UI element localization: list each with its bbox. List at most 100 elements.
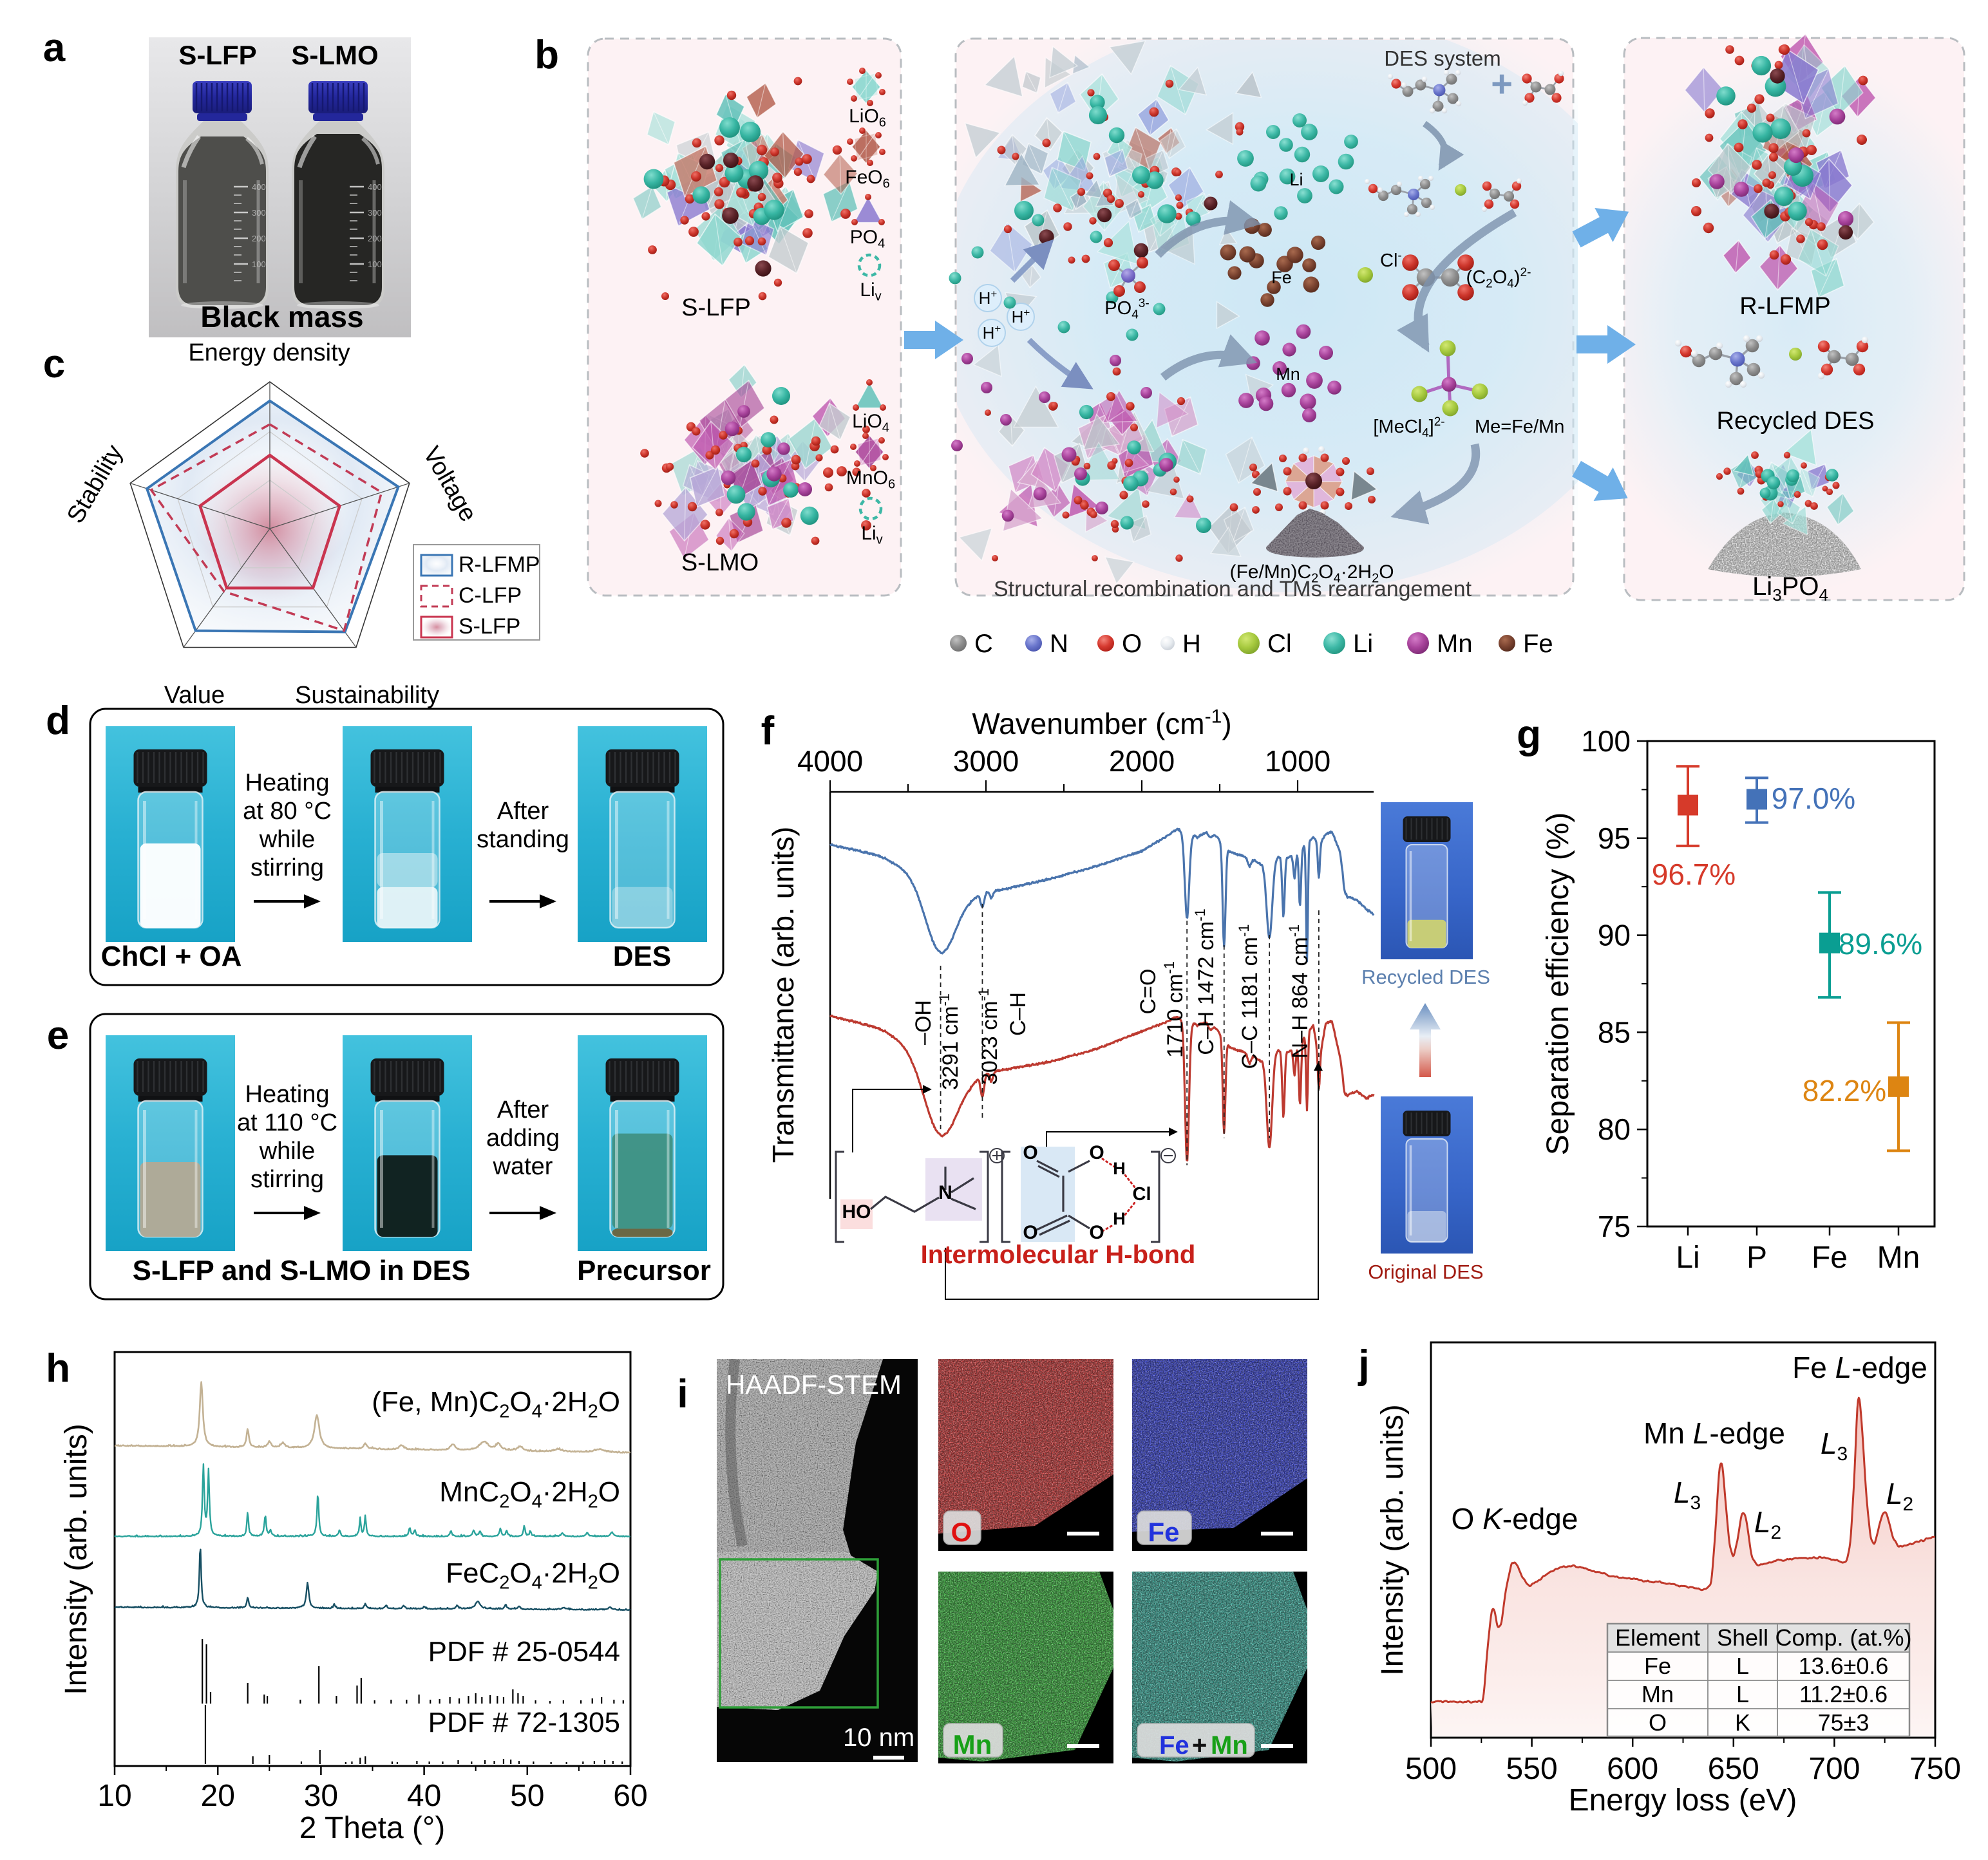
svg-text:Value: Value: [164, 682, 225, 709]
svg-text:96.7%: 96.7%: [1652, 858, 1736, 891]
svg-text:c: c: [43, 342, 65, 386]
svg-text:200: 200: [252, 234, 266, 243]
svg-text:90: 90: [1598, 919, 1631, 952]
svg-text:C–C 1181 cm-1: C–C 1181 cm-1: [1236, 925, 1262, 1069]
svg-text:550: 550: [1506, 1752, 1558, 1786]
svg-text:f: f: [761, 709, 775, 753]
svg-text:while: while: [259, 826, 316, 853]
svg-text:DES system: DES system: [1384, 46, 1501, 70]
svg-text:Structural recombination and T: Structural recombination and TMs rearran…: [994, 577, 1472, 601]
svg-text:Separation efficiency (%): Separation efficiency (%): [1541, 813, 1575, 1156]
svg-text:95: 95: [1598, 822, 1631, 855]
svg-text:Li: Li: [1289, 170, 1303, 189]
svg-text:L: L: [1736, 1653, 1749, 1679]
svg-text:HO: HO: [842, 1201, 871, 1223]
svg-text:Heating: Heating: [245, 769, 330, 796]
svg-text:100: 100: [368, 259, 382, 269]
svg-text:standing: standing: [477, 826, 569, 853]
svg-text:Fe: Fe: [1812, 1241, 1848, 1275]
svg-text:+: +: [1491, 63, 1513, 105]
svg-text:C: C: [974, 630, 993, 658]
svg-text:600: 600: [1607, 1752, 1658, 1786]
svg-text:Heating: Heating: [245, 1081, 330, 1108]
svg-text:Mn: Mn: [1642, 1681, 1674, 1707]
svg-text:stirring: stirring: [251, 1166, 324, 1193]
svg-text:at 110 °C: at 110 °C: [237, 1109, 337, 1136]
svg-text:After: After: [497, 1096, 549, 1123]
svg-text:Fe: Fe: [1523, 630, 1553, 658]
svg-text:Mn: Mn: [1211, 1731, 1248, 1760]
svg-text:Precursor: Precursor: [577, 1255, 711, 1286]
svg-text:750: 750: [1909, 1752, 1961, 1786]
svg-text:H: H: [1182, 630, 1201, 658]
svg-text:10 nm: 10 nm: [843, 1724, 914, 1752]
svg-text:11.2±0.6: 11.2±0.6: [1799, 1681, 1888, 1707]
svg-text:Energy loss (eV): Energy loss (eV): [1569, 1783, 1797, 1818]
svg-text:Recycled DES: Recycled DES: [1717, 408, 1875, 435]
svg-text:adding: adding: [486, 1125, 560, 1152]
svg-text:S-LFP: S-LFP: [681, 294, 751, 321]
svg-text:400: 400: [368, 182, 382, 192]
svg-text:89.6%: 89.6%: [1839, 927, 1922, 961]
svg-text:Black mass: Black mass: [200, 300, 363, 333]
svg-text:Intensity (arb. units): Intensity (arb. units): [59, 1423, 93, 1695]
svg-text:100: 100: [1581, 724, 1631, 758]
svg-text:1710 cm-1: 1710 cm-1: [1161, 961, 1188, 1058]
svg-text:N: N: [1050, 630, 1068, 658]
svg-text:Comp. (at.%): Comp. (at.%): [1775, 1624, 1911, 1651]
svg-text:Mn L-edge: Mn L-edge: [1643, 1416, 1785, 1450]
svg-text:Mn: Mn: [1437, 630, 1473, 658]
svg-text:H: H: [1113, 1159, 1126, 1178]
svg-text:O: O: [1023, 1142, 1037, 1163]
svg-text:DES: DES: [613, 941, 671, 972]
svg-text:O: O: [1649, 1709, 1667, 1736]
svg-text:10: 10: [97, 1779, 131, 1813]
svg-text:ChCl + OA: ChCl + OA: [101, 941, 242, 972]
svg-text:Fe: Fe: [1148, 1517, 1179, 1547]
svg-text:300: 300: [252, 208, 266, 218]
svg-text:Transmittance (arb. units): Transmittance (arb. units): [766, 827, 800, 1163]
svg-text:+: +: [1192, 1731, 1207, 1760]
svg-text:2000: 2000: [1109, 744, 1175, 778]
svg-text:Sustainability: Sustainability: [295, 682, 439, 709]
svg-text:200: 200: [368, 234, 382, 243]
svg-text:Me=Fe/Mn: Me=Fe/Mn: [1475, 417, 1564, 437]
svg-text:(Fe, Mn)C2O4·2H2O: (Fe, Mn)C2O4·2H2O: [372, 1386, 620, 1422]
svg-text:400: 400: [252, 182, 266, 192]
svg-text:Cl: Cl: [1133, 1184, 1151, 1205]
svg-text:After: After: [497, 798, 549, 825]
svg-text:75±3: 75±3: [1818, 1709, 1870, 1736]
svg-text:j: j: [1358, 1342, 1369, 1387]
svg-text:O: O: [1089, 1142, 1104, 1163]
svg-text:Energy density: Energy density: [188, 339, 350, 366]
svg-text:50: 50: [510, 1779, 544, 1813]
svg-text:Intermolecular H-bond: Intermolecular H-bond: [921, 1241, 1196, 1269]
svg-text:S-LFP: S-LFP: [178, 40, 256, 70]
svg-text:Fe L-edge: Fe L-edge: [1792, 1351, 1927, 1384]
svg-text:S-LFP and S-LMO in DES: S-LFP and S-LMO in DES: [133, 1255, 471, 1286]
svg-text:K: K: [1735, 1709, 1750, 1736]
svg-text:300: 300: [368, 208, 382, 218]
svg-text:1000: 1000: [1265, 744, 1330, 778]
svg-text:S-LFP: S-LFP: [459, 614, 520, 639]
svg-text:100: 100: [252, 259, 266, 269]
svg-text:85: 85: [1598, 1015, 1631, 1049]
svg-text:e: e: [47, 1013, 69, 1058]
svg-text:O K-edge: O K-edge: [1452, 1502, 1578, 1536]
svg-text:3000: 3000: [953, 744, 1019, 778]
svg-text:Li: Li: [1676, 1241, 1699, 1275]
svg-text:a: a: [43, 26, 66, 70]
svg-text:stirring: stirring: [251, 854, 324, 881]
svg-text:C–H: C–H: [1006, 992, 1030, 1036]
svg-text:Mn: Mn: [953, 1729, 992, 1760]
svg-text:2 Theta (°): 2 Theta (°): [299, 1811, 445, 1845]
svg-text:C-LFP: C-LFP: [459, 583, 522, 608]
svg-text:13.6±0.6: 13.6±0.6: [1799, 1653, 1889, 1679]
svg-text:b: b: [535, 33, 559, 77]
svg-text:R-LFMP: R-LFMP: [1739, 293, 1830, 320]
svg-text:Fe: Fe: [1159, 1731, 1189, 1760]
svg-text:Original DES: Original DES: [1368, 1261, 1483, 1283]
svg-text:60: 60: [613, 1779, 647, 1813]
svg-text:O: O: [1122, 630, 1142, 658]
svg-text:Fe: Fe: [1271, 268, 1292, 287]
